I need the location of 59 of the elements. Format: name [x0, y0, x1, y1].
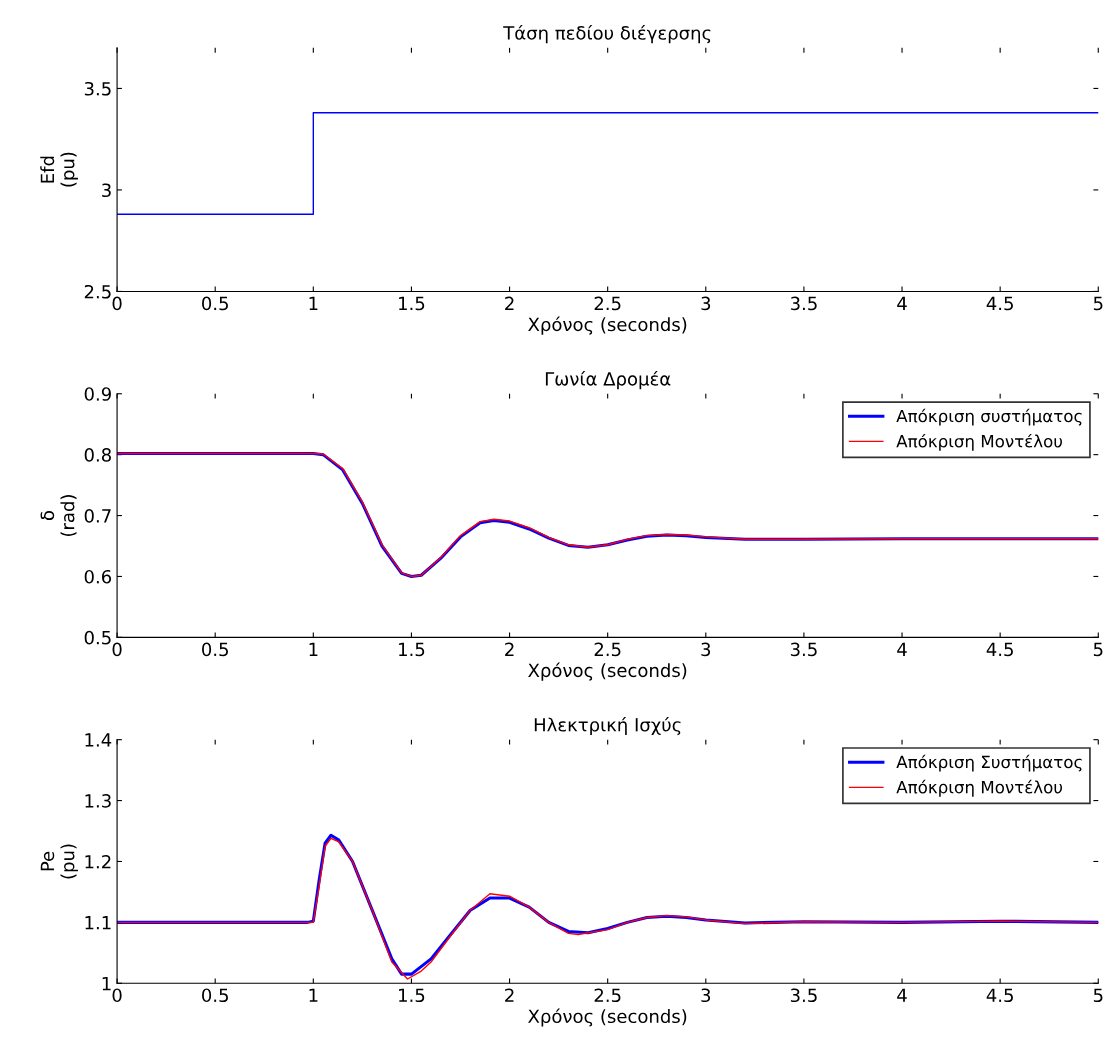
x-tick-label: 1 — [309, 988, 318, 1002]
x-tick-label: 2.5 — [594, 642, 621, 657]
x-tick-label: 1.5 — [399, 988, 425, 1003]
y-tick-label: 1.3 — [85, 794, 111, 808]
x-tick-label: 2.5 — [594, 296, 621, 311]
x-axis-title: Χρόνος (seconds) — [528, 316, 687, 335]
y-tick-label: 3.5 — [84, 81, 111, 96]
y-tick-label: 0.9 — [84, 387, 111, 401]
chart-title: Γωνία Δρομέα — [545, 370, 671, 390]
legend-label: Απόκριση Μοντέλου — [896, 433, 1062, 451]
x-tick-label: 0 — [112, 642, 122, 657]
y-tick-label: 2.5 — [84, 284, 111, 299]
x-tick-label: 4.5 — [986, 642, 1013, 657]
legend-label: Απόκριση Μοντέλου — [896, 779, 1062, 797]
x-tick-label: 1 — [309, 296, 318, 311]
x-tick-label: 3.5 — [790, 988, 817, 1003]
x-tick-label: 0 — [112, 296, 122, 311]
x-tick-label: 3 — [701, 988, 711, 1003]
x-tick-label: 5 — [1093, 296, 1103, 311]
x-tick-label: 5 — [1093, 988, 1103, 1003]
x-tick-label: 1 — [309, 642, 318, 656]
y-tick-label: 1.4 — [85, 733, 112, 747]
y-tick-label: 1 — [102, 976, 111, 991]
x-tick-label: 2 — [505, 296, 514, 311]
x-axis-title: Χρόνος (seconds) — [528, 1008, 687, 1027]
x-tick-label: 4 — [897, 296, 907, 311]
y-tick-label: 3 — [102, 183, 111, 198]
chart-title: Τάση πεδίου διέγερσης — [503, 25, 711, 44]
x-tick-label: 4 — [897, 988, 907, 1002]
x-tick-label: 5 — [1093, 642, 1103, 657]
y-axis-title: δ (rad) — [40, 495, 77, 537]
y-tick-label: 0.8 — [84, 448, 111, 462]
legend-label: Απόκριση Συστήματος — [896, 754, 1082, 772]
x-tick-label: 4.5 — [986, 988, 1013, 1003]
x-tick-label: 1.5 — [399, 296, 425, 311]
chart-title: Ηλεκτρική Ισχύς — [534, 716, 681, 736]
y-axis-title: Pe (pu) — [40, 844, 78, 879]
y-tick-label: 0.5 — [84, 630, 111, 645]
y-tick-label: 1.1 — [85, 916, 111, 930]
x-tick-label: 0.5 — [202, 296, 228, 311]
x-tick-label: 0.5 — [202, 642, 228, 657]
x-axis-title: Χρόνος (seconds) — [528, 662, 687, 681]
y-tick-label: 0.7 — [84, 509, 111, 523]
legend-label: Απόκριση συστήματος — [896, 408, 1082, 426]
x-tick-label: 3.5 — [790, 642, 817, 657]
x-tick-label: 3 — [701, 296, 711, 311]
x-tick-label: 0 — [112, 988, 122, 1003]
x-tick-label: 3 — [701, 642, 711, 657]
x-tick-label: 4 — [897, 642, 907, 656]
x-tick-label: 2 — [505, 642, 514, 656]
x-tick-label: 0.5 — [202, 988, 228, 1003]
x-tick-label: 1.5 — [399, 642, 425, 657]
x-tick-label: 3.5 — [790, 296, 817, 311]
x-tick-label: 4.5 — [986, 296, 1013, 311]
x-tick-label: 2 — [505, 988, 514, 1002]
y-axis-title: Efd (pu) — [40, 152, 78, 187]
x-tick-label: 2.5 — [594, 988, 621, 1003]
y-tick-label: 1.2 — [85, 854, 111, 869]
y-tick-label: 0.6 — [84, 569, 112, 584]
